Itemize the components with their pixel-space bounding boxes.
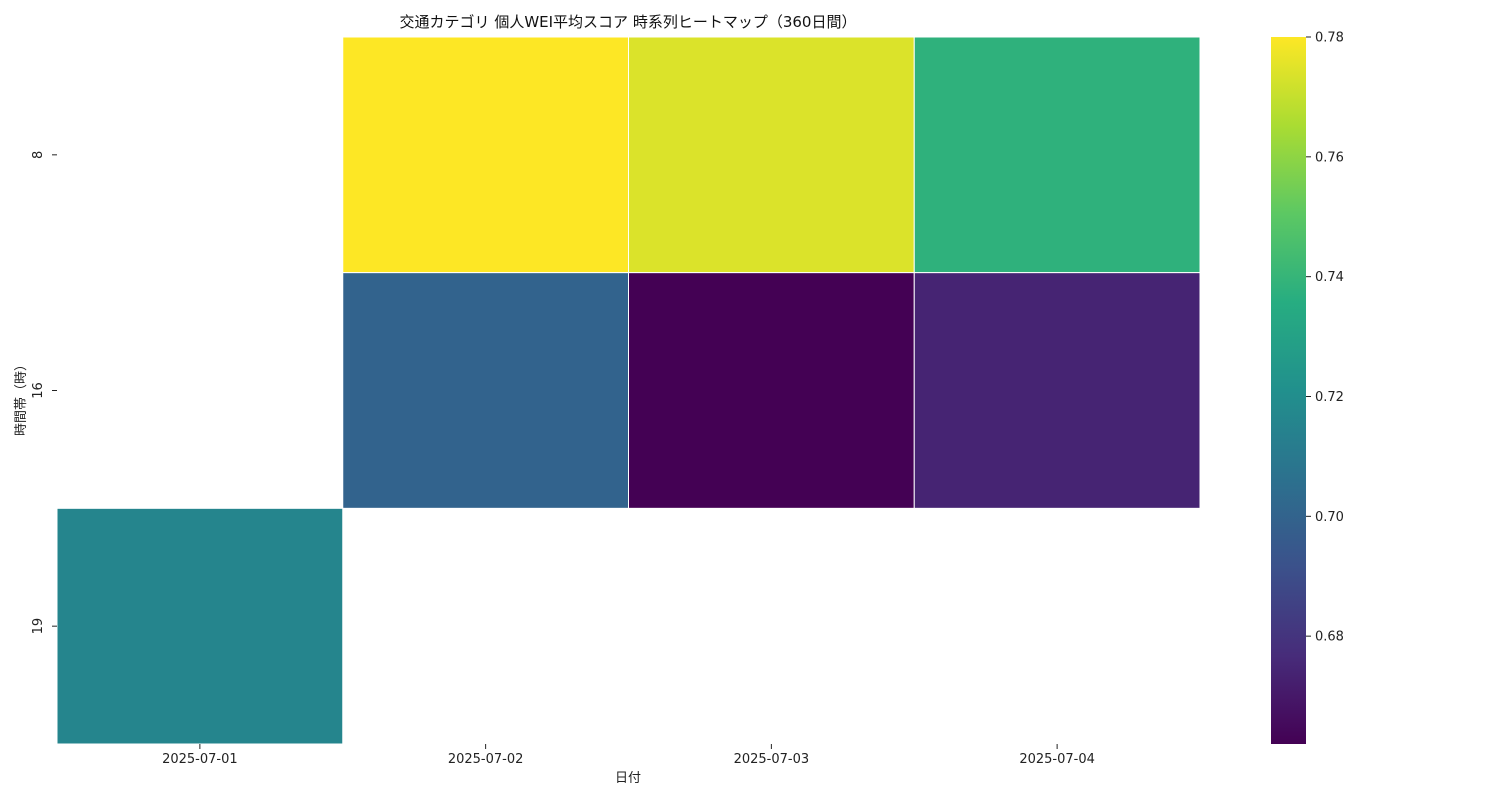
heatmap-cell-16-2025-07-03 [628,272,915,509]
colorbar [1271,37,1306,744]
x-tick-label: 2025-07-02 [448,752,524,767]
x-tick-label: 2025-07-01 [162,752,238,767]
heatmap-cell-8-2025-07-02 [342,36,629,274]
x-axis-label: 日付 [615,771,641,786]
chart-title: 交通カテゴリ 個人WEI平均スコア 時系列ヒートマップ（360日間） [400,13,857,31]
y-axis-ticks: 8 16 19 [31,151,57,635]
heatmap-cell-16-2025-07-02 [342,272,629,509]
x-tick-label: 2025-07-03 [734,752,810,767]
colorbar-ticks: 0.68 0.70 0.72 0.74 0.76 0.78 [1306,31,1344,645]
colorbar-tick-label: 0.72 [1315,390,1344,405]
colorbar-tick-label: 0.74 [1315,270,1344,285]
y-tick-label: 16 [31,382,46,399]
y-axis-label: 時間帯（時） [14,358,29,436]
y-tick-label: 19 [31,618,46,635]
heatmap-cell-8-2025-07-04 [913,36,1201,274]
colorbar-tick-label: 0.78 [1315,31,1344,46]
y-tick-label: 8 [31,151,46,159]
heatmap-cell-16-2025-07-04 [913,272,1201,509]
x-axis-ticks: 2025-07-01 2025-07-02 2025-07-03 2025-07-04 [162,744,1095,767]
colorbar-tick-label: 0.70 [1315,510,1344,525]
colorbar-tick-label: 0.68 [1315,630,1344,645]
heatmap-cells [56,36,1201,745]
x-tick-label: 2025-07-04 [1019,752,1095,767]
heatmap-cell-8-2025-07-03 [628,36,915,274]
colorbar-tick-label: 0.76 [1315,150,1344,165]
heatmap-cell-19-2025-07-01 [56,507,344,745]
